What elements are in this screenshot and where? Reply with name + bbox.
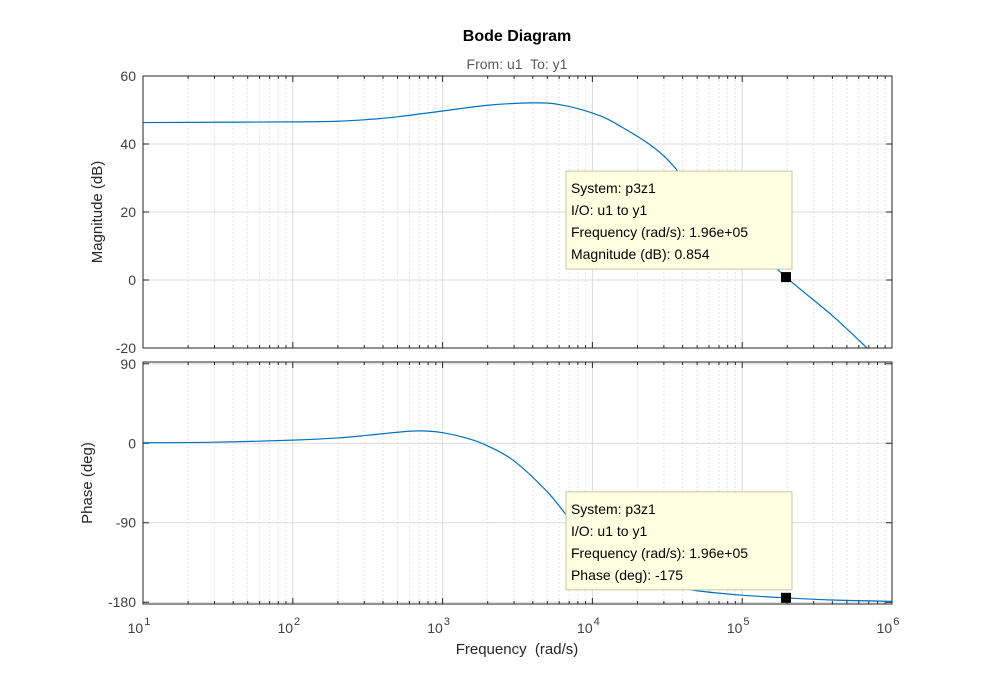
datatip-line: System: p3z1 <box>571 501 656 517</box>
chart-title: Bode Diagram <box>463 28 571 45</box>
y-tick-label: 90 <box>120 356 136 372</box>
phase-y-axis-label: Phase (deg) <box>79 442 96 524</box>
x-tick-label: 104 <box>577 616 600 636</box>
y-tick-label: 60 <box>120 68 136 84</box>
x-tick-label: 101 <box>128 616 151 636</box>
datatip-line: Frequency (rad/s): 1.96e+05 <box>571 545 748 561</box>
datatip-line: Phase (deg): -175 <box>571 567 683 583</box>
phase-datatip-box <box>565 491 793 591</box>
phase-datatip[interactable]: System: p3z1 I/O: u1 to y1 Frequency (rad/… <box>565 491 793 603</box>
magnitude-y-axis-label: Magnitude (dB) <box>89 161 106 264</box>
y-tick-label: 0 <box>128 272 136 288</box>
y-tick-label: 40 <box>120 136 136 152</box>
x-tick-label: 105 <box>727 616 750 636</box>
magnitude-datatip-box <box>565 170 793 270</box>
magnitude-axes[interactable]: 60 40 20 0 -20 Magnitude (dB) System: p3z1 I/… <box>89 68 893 356</box>
phase-axes-box <box>142 361 893 605</box>
magnitude-datatip-marker[interactable] <box>780 272 791 283</box>
magnitude-axes-box <box>142 75 893 349</box>
datatip-line: Magnitude (dB): 0.854 <box>571 246 710 262</box>
y-tick-label: -180 <box>108 594 136 610</box>
magnitude-datatip[interactable]: System: p3z1 I/O: u1 to y1 Frequency (rad/… <box>565 170 793 283</box>
datatip-line: I/O: u1 to y1 <box>571 202 647 218</box>
x-tick-label: 106 <box>877 616 900 636</box>
x-axis-label: Frequency (rad/s) <box>456 641 579 658</box>
phase-response-line <box>143 430 892 602</box>
x-tick-labels: 101 102 103 104 105 106 <box>128 616 900 636</box>
phase-datatip-marker[interactable] <box>780 592 791 603</box>
y-tick-label: -20 <box>116 340 136 356</box>
phase-y-tick-labels: 90 0 -90 -180 <box>108 356 136 610</box>
x-tick-label: 103 <box>427 616 450 636</box>
phase-axes[interactable]: 90 0 -90 -180 Phase (deg) System: p3z1 I/O: … <box>79 356 893 610</box>
chart-subtitle: From: u1 To: y1 <box>467 56 568 72</box>
phase-series <box>143 430 892 602</box>
magnitude-y-tick-labels: 60 40 20 0 -20 <box>116 68 136 356</box>
y-tick-label: 20 <box>120 204 136 220</box>
y-tick-label: 0 <box>128 435 136 451</box>
datatip-line: Frequency (rad/s): 1.96e+05 <box>571 224 748 240</box>
x-tick-label: 102 <box>277 616 300 636</box>
datatip-line: I/O: u1 to y1 <box>571 523 647 539</box>
y-tick-label: -90 <box>116 515 136 531</box>
datatip-line: System: p3z1 <box>571 180 656 196</box>
